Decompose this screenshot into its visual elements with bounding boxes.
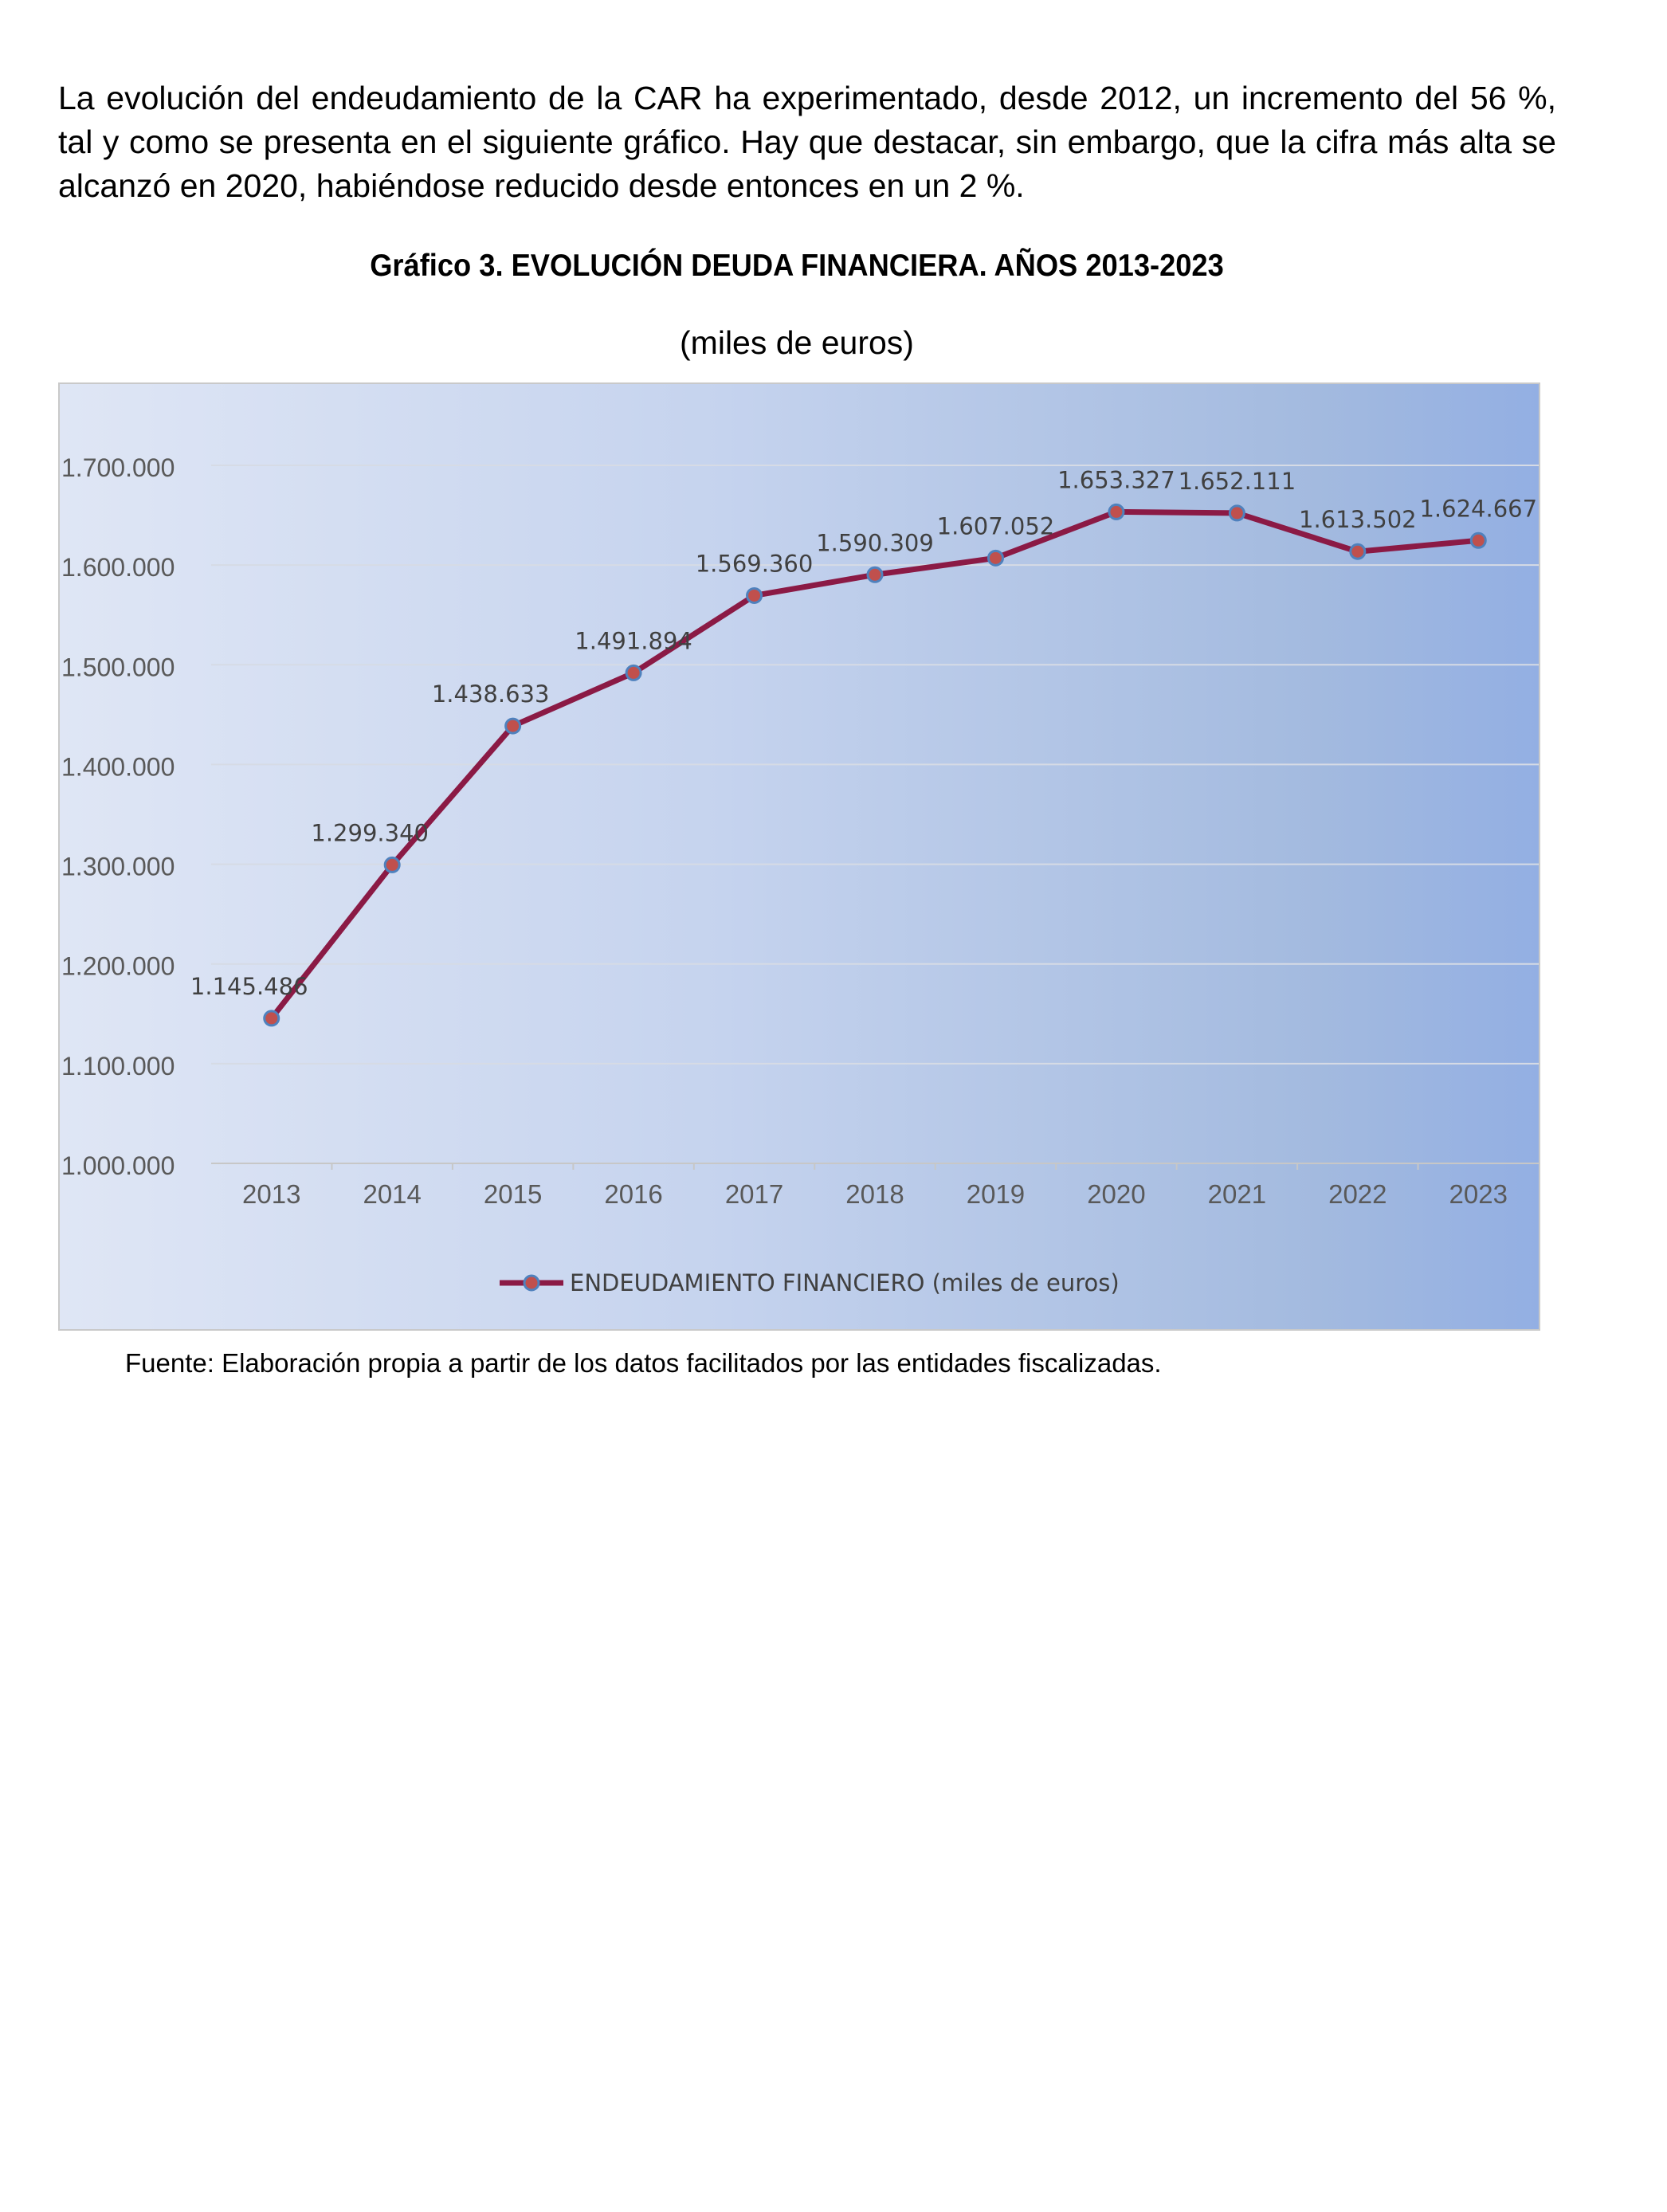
legend-label: ENDEUDAMIENTO FINANCIERO (miles de euros… [570,1269,1120,1296]
legend: ENDEUDAMIENTO FINANCIERO (miles de euros… [500,1269,1120,1296]
x-tick-label: 2015 [484,1179,542,1209]
data-label: 1.624.667 [1419,495,1537,522]
data-label: 1.438.633 [432,680,550,708]
data-label: 1.145.486 [190,973,308,1000]
chart-title: Gráfico 3. EVOLUCIÓN DEUDA FINANCIERA. A… [370,249,1224,283]
x-axis-ticks: 2013 2014 2015 2016 2017 2018 2019 2020 2021 2022… [242,1163,1508,1209]
x-tick-label: 2017 [725,1179,783,1209]
x-tick-label: 2016 [604,1179,662,1209]
x-tick-label: 2020 [1087,1179,1145,1209]
y-tick-label: 1.300.000 [61,853,175,881]
data-label: 1.653.327 [1057,466,1175,493]
y-tick-label: 1.600.000 [61,553,175,582]
data-point [263,1010,280,1027]
data-label: 1.652.111 [1179,468,1296,495]
data-label: 1.491.894 [575,627,692,654]
x-tick-label: 2013 [242,1179,300,1209]
source-note: Fuente: Elaboración propia a partir de l… [125,1348,1162,1378]
gridlines [211,465,1539,1164]
data-point [1108,503,1125,520]
x-tick-label: 2019 [967,1179,1025,1209]
y-tick-label: 1.500.000 [61,653,175,681]
legend-marker [523,1274,540,1292]
data-label: 1.569.360 [696,550,814,577]
y-tick-label: 1.200.000 [61,952,175,981]
data-labels: 1.145.486 1.299.340 1.438.633 1.491.894 1.56… [190,466,1537,1000]
data-point [1469,531,1487,549]
data-label: 1.613.502 [1299,506,1417,533]
data-point [383,856,401,873]
data-label: 1.299.340 [311,819,429,846]
data-label: 1.590.309 [816,529,934,556]
data-point [1228,504,1245,522]
y-tick-label: 1.700.000 [61,453,175,482]
data-point [504,717,522,735]
x-tick-label: 2014 [363,1179,421,1209]
x-tick-label: 2022 [1328,1179,1387,1209]
x-tick-label: 2023 [1449,1179,1508,1209]
chart-area: 1.000.000 1.100.000 1.200.000 1.300.000 1.40… [58,382,1540,1331]
y-tick-label: 1.100.000 [61,1052,175,1081]
chart-subtitle: (miles de euros) [680,324,914,361]
y-tick-label: 1.400.000 [61,752,175,781]
y-tick-label: 1.000.000 [61,1151,175,1180]
line-chart: 1.000.000 1.100.000 1.200.000 1.300.000 1.40… [61,453,1539,1296]
data-point [625,664,642,681]
y-axis-ticks: 1.000.000 1.100.000 1.200.000 1.300.000 1.40… [61,453,175,1180]
data-point [746,586,763,604]
data-point [1349,543,1367,560]
x-tick-label: 2018 [845,1179,904,1209]
intro-paragraph: La evolución del endeudamiento de la CAR… [58,80,1556,204]
series-line [263,503,1487,1027]
x-tick-label: 2021 [1208,1179,1266,1209]
data-point [986,549,1004,567]
data-label: 1.607.052 [937,512,1055,539]
data-point [866,566,884,583]
